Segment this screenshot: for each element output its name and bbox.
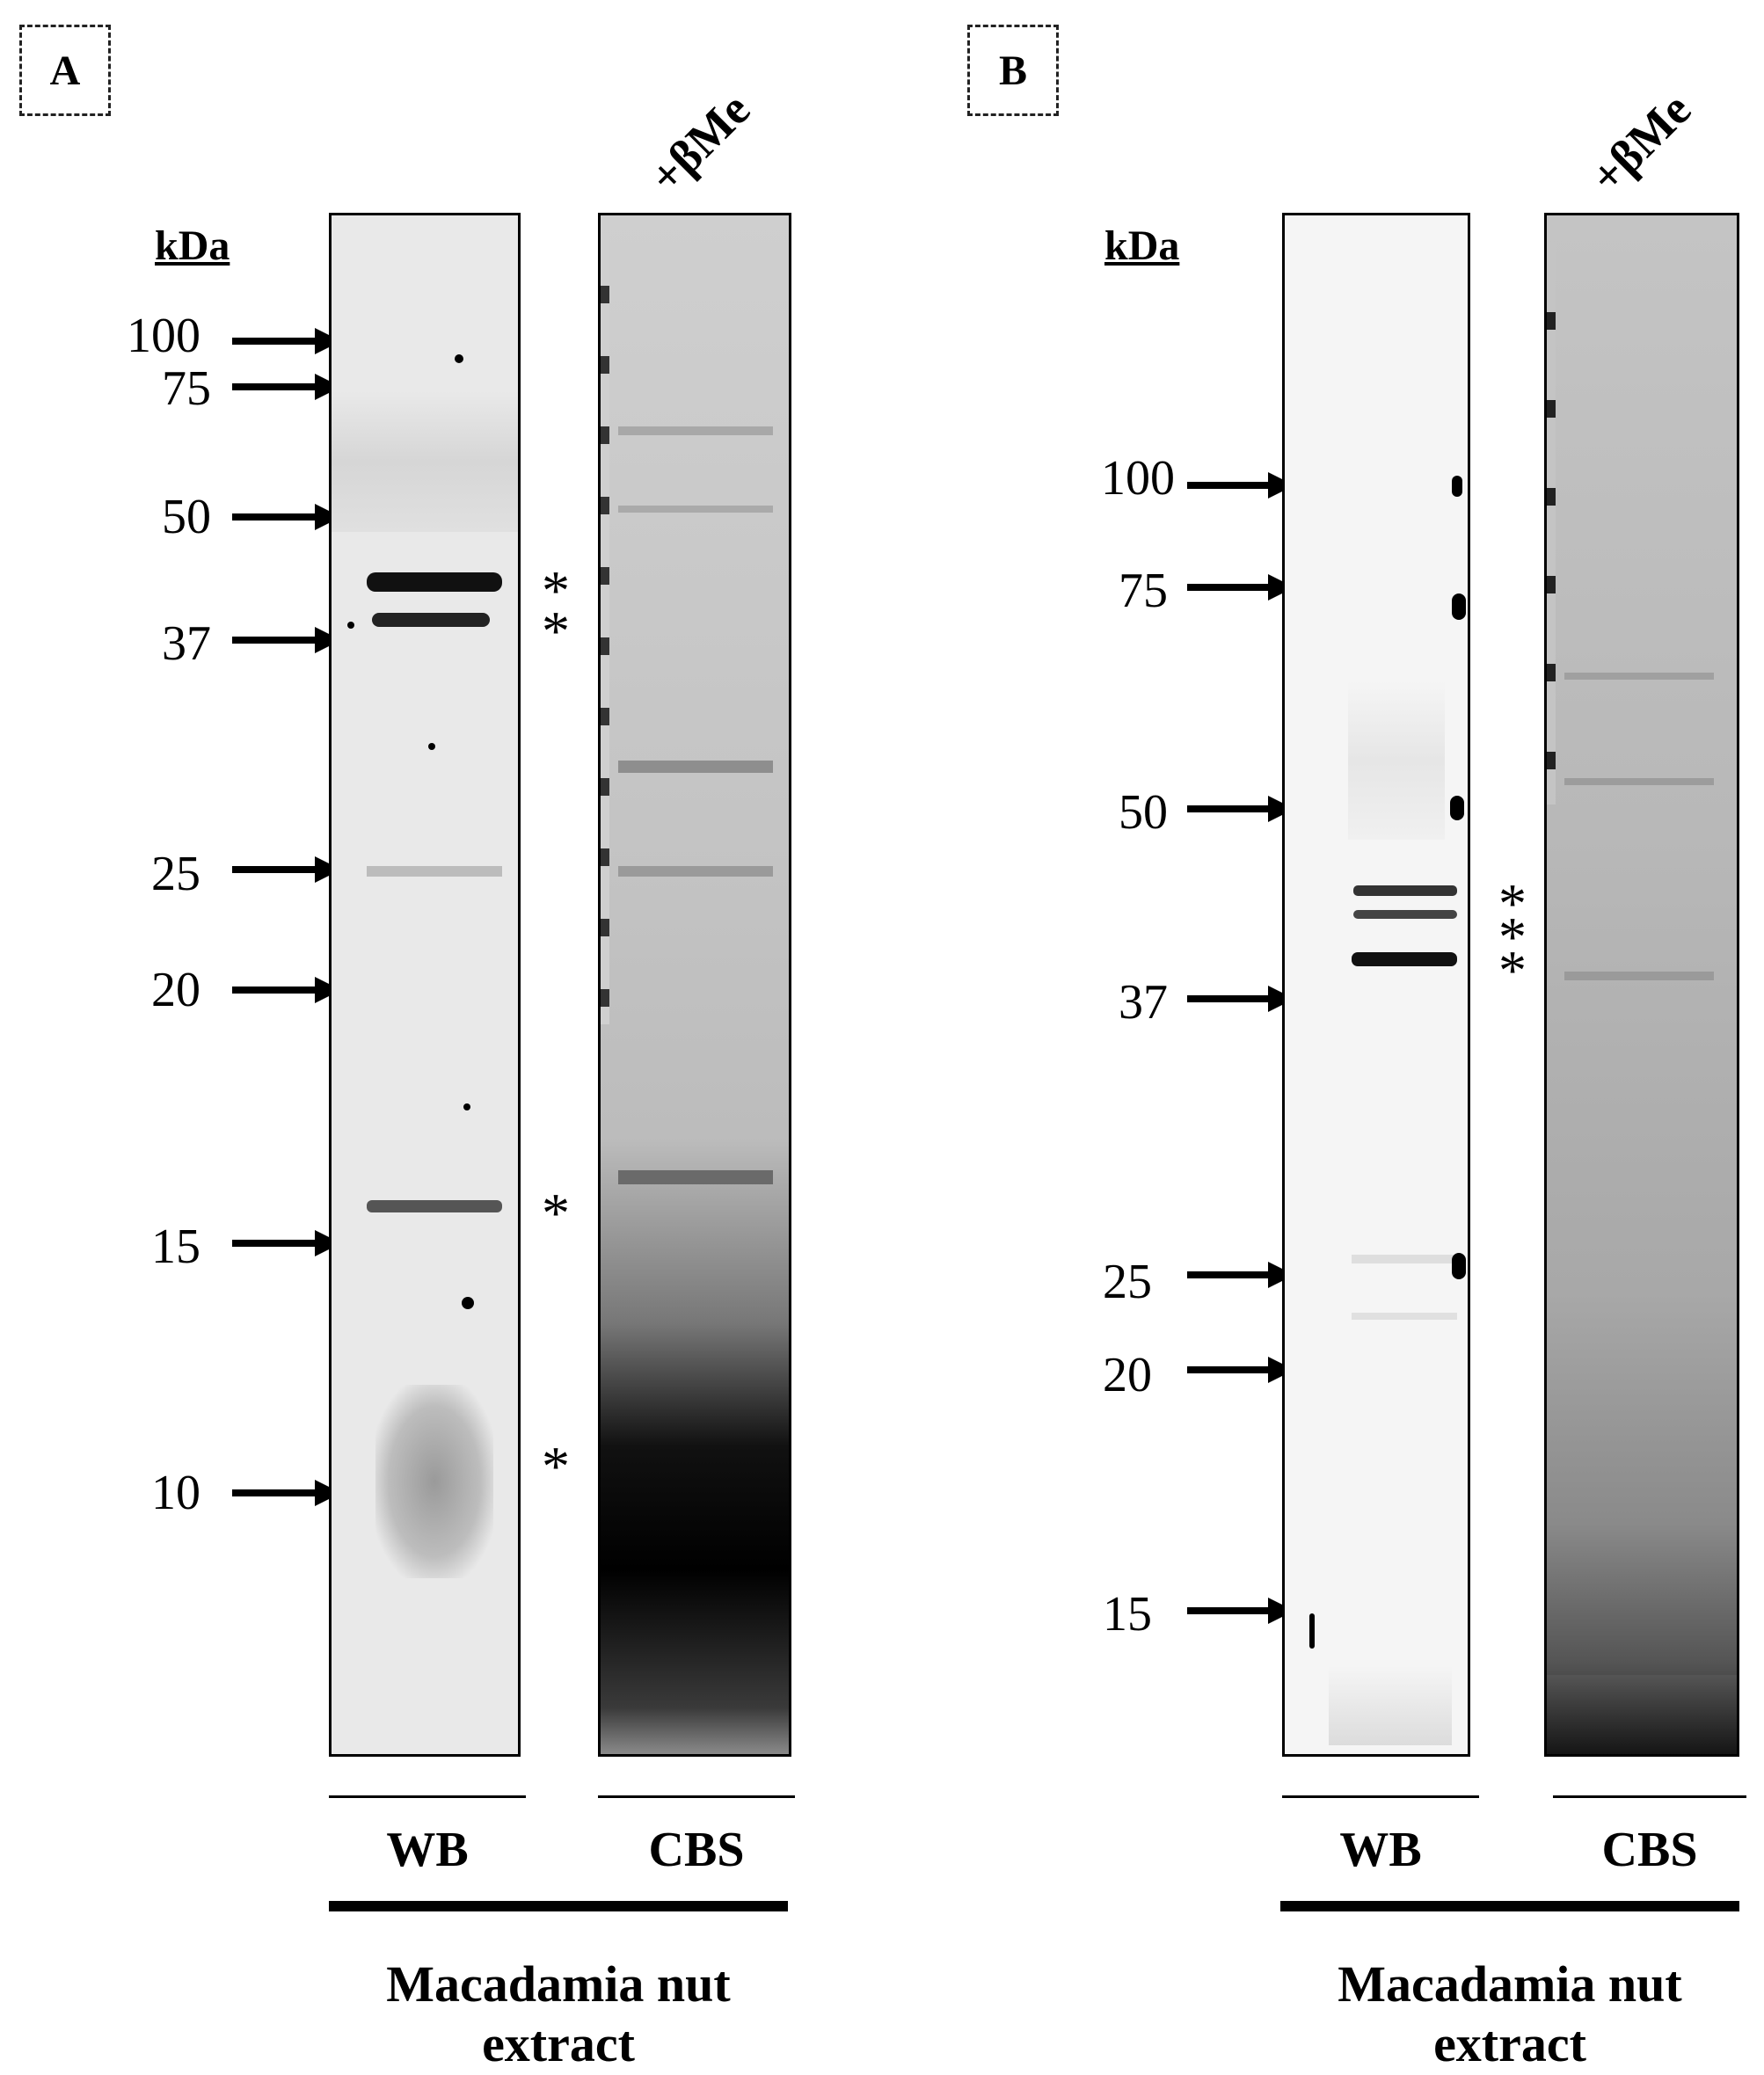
panel-b-extract-line1: Macadamia nut <box>1338 1955 1682 2013</box>
panel-a-marker-25: 25 <box>151 847 200 901</box>
panel-b-cbs-label: CBS <box>1601 1823 1698 1877</box>
panel-b-arrow-25 <box>1187 1262 1294 1288</box>
panel-a-arrow-75 <box>232 374 341 400</box>
panel-b-arrow-15 <box>1187 1598 1294 1624</box>
panel-a-marker-15: 15 <box>151 1220 200 1274</box>
wb-band-a1 <box>367 572 502 592</box>
panel-a-cbs-line <box>598 1795 795 1798</box>
panel-a-letter: A <box>49 47 81 94</box>
panel-a-marker-20: 20 <box>151 963 200 1017</box>
panel-b-marker-20: 20 <box>1103 1348 1152 1402</box>
wb-band-b2 <box>1353 910 1457 919</box>
panel-a-marker-10: 10 <box>151 1466 200 1520</box>
panel-a-star-4: * <box>542 1435 570 1497</box>
panel-b-letter: B <box>998 47 1027 94</box>
panel-a-arrow-20 <box>232 977 341 1003</box>
panel-b-cbs-line <box>1553 1795 1746 1798</box>
panel-a-extract-line2: extract <box>482 2015 635 2072</box>
panel-b-wb-label: WB <box>1339 1823 1422 1877</box>
panel-b-marker-37: 37 <box>1119 975 1168 1030</box>
wb-band-a2 <box>372 613 490 627</box>
panel-b-bme-label: +βMe <box>1579 83 1702 204</box>
panel-a-bme-label: +βMe <box>638 83 761 204</box>
panel-b-arrow-20 <box>1187 1357 1294 1383</box>
panel-a-arrow-37 <box>232 627 341 653</box>
panel-b-extract-bar <box>1280 1901 1739 1911</box>
panel-a-marker-50: 50 <box>162 490 211 544</box>
panel-a-extract-line1: Macadamia nut <box>386 1955 731 2013</box>
panel-b-label: B <box>967 25 1059 116</box>
panel-a-label: A <box>19 25 111 116</box>
panel-a-cbs-label: CBS <box>648 1823 745 1877</box>
panel-a-arrow-50 <box>232 504 341 530</box>
panel-b-arrow-50 <box>1187 796 1294 822</box>
panel-a-cbs-lane <box>598 213 791 1757</box>
panel-b-arrow-100 <box>1187 472 1294 499</box>
wb-band-b1 <box>1353 885 1457 896</box>
panel-a-marker-100: 100 <box>127 309 200 363</box>
panel-b-arrow-75 <box>1187 574 1294 601</box>
panel-b-star-1: * <box>1498 872 1527 935</box>
panel-a-arrow-15 <box>232 1230 341 1256</box>
panel-b-marker-50: 50 <box>1119 785 1168 840</box>
panel-b-cbs-lane <box>1544 213 1739 1757</box>
wb-band-a3 <box>367 1200 502 1212</box>
panel-a-wb-lane <box>329 213 521 1757</box>
wb-smear-a <box>375 1385 493 1578</box>
panel-a-marker-37: 37 <box>162 616 211 671</box>
panel-a-star-2: * <box>542 600 570 662</box>
wb-band-b3 <box>1352 952 1457 966</box>
panel-a-extract-bar <box>329 1901 788 1911</box>
panel-a-star-1: * <box>542 559 570 622</box>
panel-a-arrow-100 <box>232 328 341 354</box>
panel-a-wb-label: WB <box>386 1823 469 1877</box>
panel-b-marker-100: 100 <box>1101 451 1175 506</box>
panel-a-star-3: * <box>542 1182 570 1244</box>
panel-b-wb-lane <box>1282 213 1470 1757</box>
panel-b-marker-75: 75 <box>1119 564 1168 618</box>
panel-a-arrow-25 <box>232 856 341 883</box>
panel-b-marker-15: 15 <box>1103 1587 1152 1642</box>
panel-b-star-3: * <box>1498 939 1527 1001</box>
panel-b-kda-label: kDa <box>1104 222 1180 269</box>
panel-b-marker-25: 25 <box>1103 1255 1152 1309</box>
panel-b-wb-line <box>1282 1795 1479 1798</box>
cbs-band-a <box>618 1170 773 1184</box>
panel-a-kda-label: kDa <box>155 222 230 269</box>
panel-a-wb-line <box>329 1795 526 1798</box>
panel-b-extract-line2: extract <box>1433 2015 1586 2072</box>
panel-b-star-2: * <box>1498 906 1527 968</box>
panel-a-arrow-10 <box>232 1480 341 1506</box>
panel-b-arrow-37 <box>1187 986 1294 1012</box>
panel-a-marker-75: 75 <box>162 361 211 416</box>
